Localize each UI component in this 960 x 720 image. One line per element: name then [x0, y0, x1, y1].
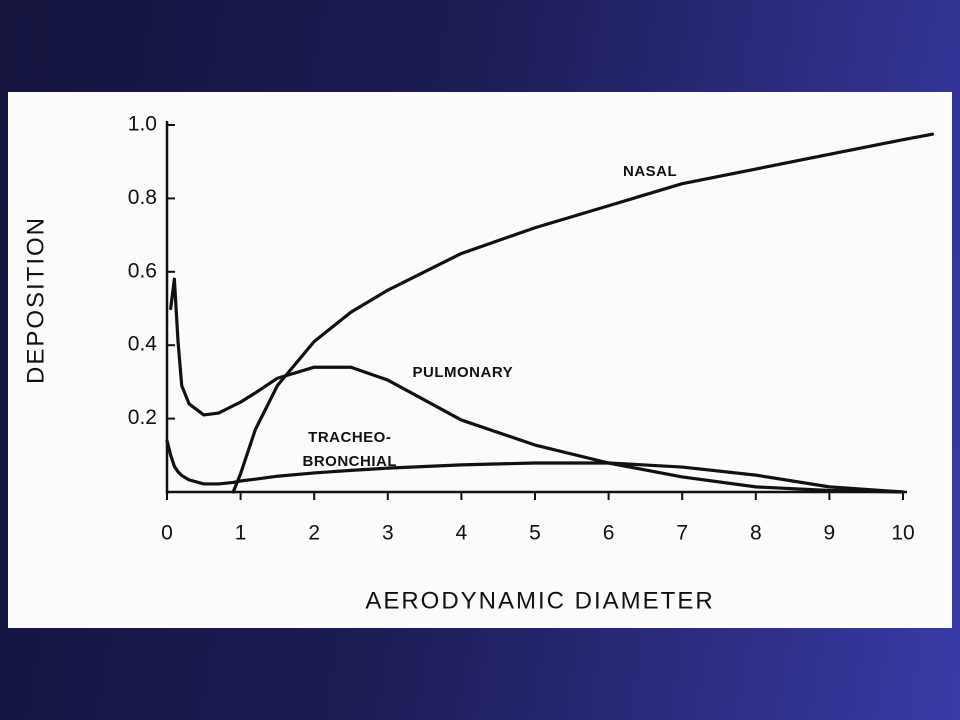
- chart: DEPOSITION AERODYNAMIC DIAMETER 0.2 0.4 0.…: [22, 113, 935, 614]
- y-tick-label: 0.6: [128, 259, 157, 282]
- x-axis-label: AERODYNAMIC DIAMETER: [365, 587, 714, 614]
- x-tick-label: 3: [382, 522, 394, 545]
- x-tick-label: 9: [824, 522, 836, 545]
- series-line: [231, 132, 935, 494]
- y-axis-label: DEPOSITION: [22, 216, 49, 384]
- series-label: NASAL: [623, 163, 678, 180]
- x-tick-label: 10: [891, 522, 914, 545]
- series-label: TRACHEO- BRONCHIAL: [302, 429, 397, 470]
- y-tick-label: 0.8: [128, 186, 157, 209]
- x-tick-label: 2: [308, 522, 320, 545]
- y-tick-label: 0.2: [128, 406, 157, 429]
- x-tick-label: 4: [456, 522, 468, 545]
- chart-panel: DEPOSITION AERODYNAMIC DIAMETER 0.2 0.4 0.…: [8, 92, 952, 628]
- x-tick-label: 6: [603, 522, 615, 545]
- series-line: [165, 439, 905, 494]
- series-label: PULMONARY: [412, 364, 514, 381]
- series-line: [169, 277, 905, 494]
- y-tick-label: 0.4: [128, 333, 158, 356]
- y-tick-label: 1.0: [128, 113, 157, 136]
- x-tick-label: 0: [161, 522, 173, 545]
- x-tick-label: 5: [529, 522, 541, 545]
- x-tick-label: 7: [676, 522, 688, 545]
- x-tick-label: 8: [750, 522, 762, 545]
- x-tick-label: 1: [235, 522, 247, 545]
